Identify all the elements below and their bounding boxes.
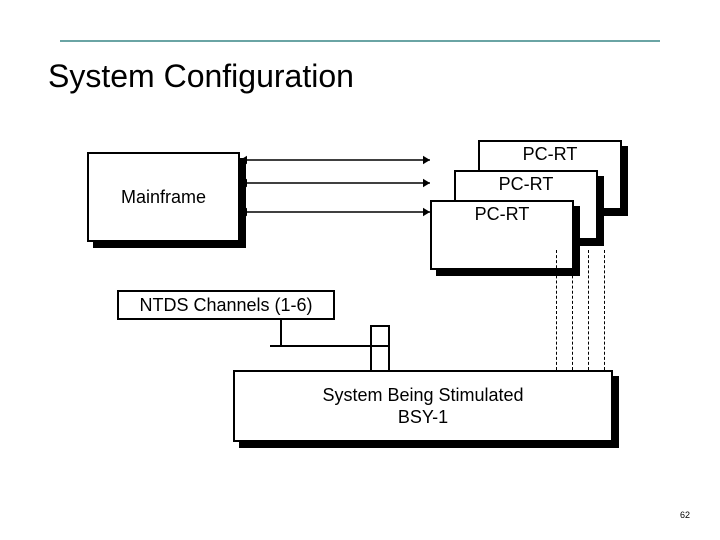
system-label-1: System Being Stimulated bbox=[322, 384, 523, 407]
ntds-box: NTDS Channels (1-6) bbox=[117, 290, 335, 320]
system-label-2: BSY-1 bbox=[398, 406, 448, 429]
top-rule bbox=[60, 40, 660, 42]
system-box: System Being Stimulated BSY-1 bbox=[233, 370, 613, 442]
ntds-label: NTDS Channels (1-6) bbox=[139, 295, 312, 316]
mainframe-label: Mainframe bbox=[121, 187, 206, 208]
pcrt2-label: PC-RT bbox=[499, 174, 554, 195]
mainframe-box: Mainframe bbox=[87, 152, 240, 242]
pcrt1-label: PC-RT bbox=[523, 144, 578, 165]
slide-title: System Configuration bbox=[48, 58, 354, 95]
pcrt3-box: PC-RT bbox=[430, 200, 574, 270]
pcrt3-label: PC-RT bbox=[475, 204, 530, 225]
page-number: 62 bbox=[680, 510, 690, 520]
